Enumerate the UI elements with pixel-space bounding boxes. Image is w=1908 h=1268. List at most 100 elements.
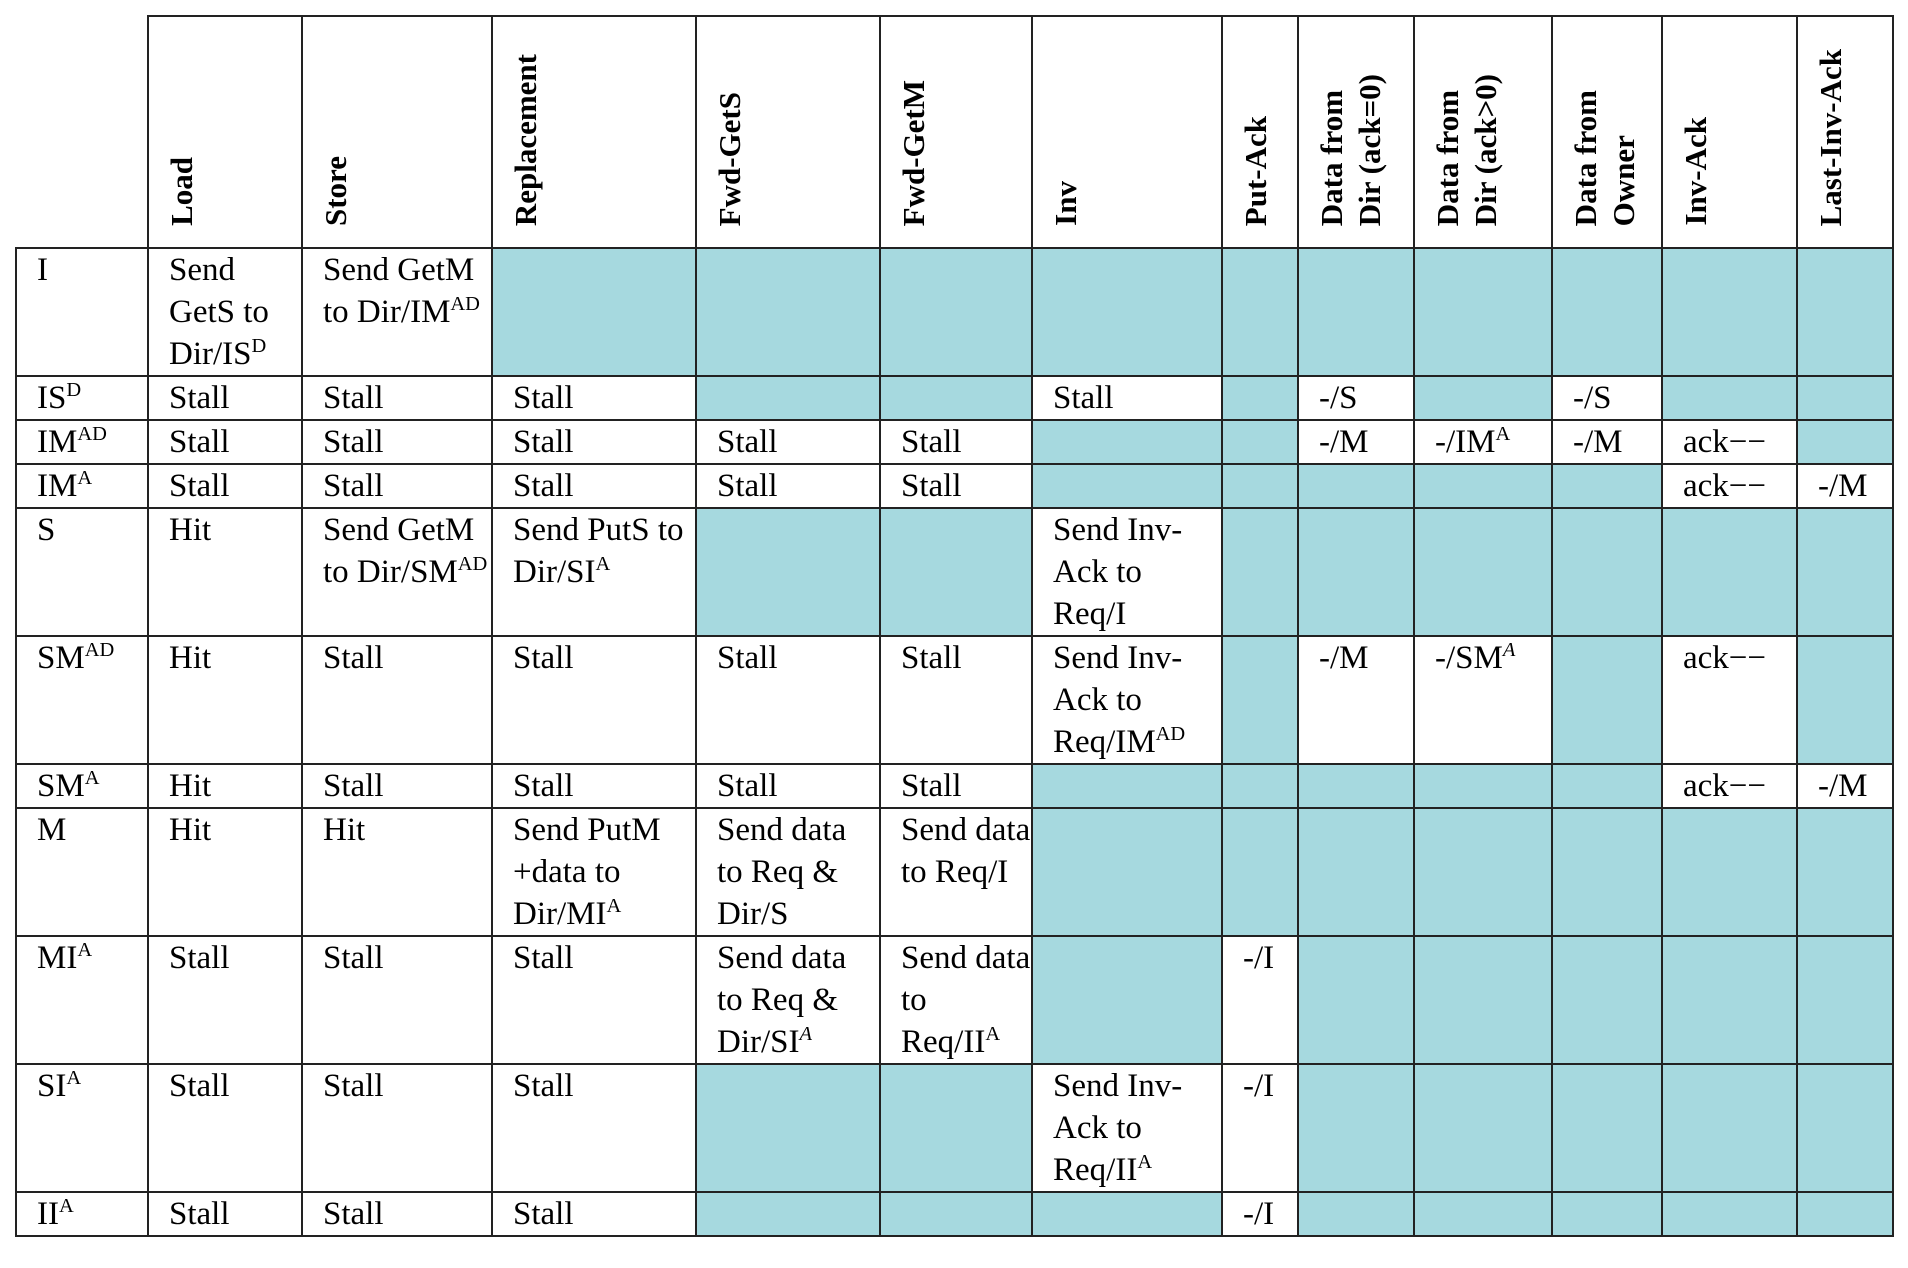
column-header-replacement: Replacement (491, 15, 697, 249)
state-superscript: D (66, 378, 82, 401)
state-label: IIA (15, 1191, 149, 1237)
state-label: I (15, 247, 149, 377)
impossible-cell (1796, 1063, 1894, 1193)
transition-cell: ack−− (1661, 635, 1798, 765)
transition-cell: Stall (491, 935, 697, 1065)
impossible-cell (1221, 807, 1299, 937)
table-row: SIA Stall Stall Stall Send Inv-Ack to Req/II… (15, 1063, 1894, 1193)
column-header-inv: Inv (1031, 15, 1223, 249)
transition-cell: -/SMA (1413, 635, 1553, 765)
impossible-cell (1031, 807, 1223, 937)
transition-cell: Stall (491, 463, 697, 509)
transition-cell: ack−− (1661, 763, 1798, 809)
transition-cell: Send PutM +data to Dir/MIA (491, 807, 697, 937)
impossible-cell (1221, 419, 1299, 465)
transition-cell: Stall (301, 375, 493, 421)
transition-cell: Stall (491, 635, 697, 765)
column-header-fwd-getm: Fwd-GetM (879, 15, 1033, 249)
table-row: IMAD Stall Stall Stall Stall Stall -/M -/IMA -/M… (15, 419, 1894, 465)
column-header-last-inv-ack: Last-Inv-Ack (1796, 15, 1894, 249)
impossible-cell (879, 1063, 1033, 1193)
impossible-cell (1297, 507, 1415, 637)
impossible-cell (1413, 935, 1553, 1065)
transition-cell: ack−− (1661, 419, 1798, 465)
state-superscript: AD (1155, 722, 1186, 745)
column-header-data-dir-ack0: Data from Dir (ack=0) (1297, 15, 1415, 249)
impossible-cell (1221, 507, 1299, 637)
table-row: SMAD Hit Stall Stall Stall Stall Send Inv-Ack … (15, 635, 1894, 765)
transition-cell: Hit (147, 807, 303, 937)
transition-cell: Stall (301, 935, 493, 1065)
impossible-cell (1297, 463, 1415, 509)
state-superscript: A (58, 1194, 74, 1217)
state-superscript: A (84, 766, 100, 789)
state-superscript: A (66, 1066, 82, 1089)
column-header-store: Store (301, 15, 493, 249)
impossible-cell (1551, 763, 1663, 809)
impossible-cell (695, 1063, 881, 1193)
corner-cell (16, 16, 149, 249)
transition-cell: Stall (491, 1191, 697, 1237)
impossible-cell (1413, 763, 1553, 809)
impossible-cell (879, 507, 1033, 637)
impossible-cell (1661, 1063, 1798, 1193)
transition-cell: -/I (1221, 935, 1299, 1065)
impossible-cell (1297, 763, 1415, 809)
transition-cell: Stall (695, 635, 881, 765)
state-superscript: AD (457, 552, 488, 575)
transition-cell: Stall (491, 419, 697, 465)
transition-cell: ack−− (1661, 463, 1798, 509)
impossible-cell (1796, 807, 1894, 937)
transition-cell: Hit (147, 507, 303, 637)
impossible-cell (1221, 375, 1299, 421)
impossible-cell (695, 247, 881, 377)
impossible-cell (1551, 1191, 1663, 1237)
transition-cell: Stall (147, 463, 303, 509)
transition-cell: Send Inv-Ack to Req/I (1031, 507, 1223, 637)
impossible-cell (1413, 1063, 1553, 1193)
impossible-cell (1796, 375, 1894, 421)
transition-cell: Hit (147, 763, 303, 809)
transition-cell: Stall (879, 419, 1033, 465)
impossible-cell (1551, 247, 1663, 377)
transition-cell: -/S (1297, 375, 1415, 421)
state-superscript: A (985, 1022, 1001, 1045)
transition-cell: Stall (147, 375, 303, 421)
impossible-cell (1297, 1191, 1415, 1237)
column-header-put-ack: Put-Ack (1221, 15, 1299, 249)
state-label: M (15, 807, 149, 937)
transition-cell: Stall (491, 375, 697, 421)
state-label: SMA (15, 763, 149, 809)
impossible-cell (1221, 763, 1299, 809)
impossible-cell (1796, 935, 1894, 1065)
transition-cell: Stall (491, 1063, 697, 1193)
table-row: MIA Stall Stall Stall Send data to Req & Dir… (15, 935, 1894, 1065)
transition-cell: Send data to Req/I (879, 807, 1033, 937)
impossible-cell (1297, 935, 1415, 1065)
column-header-data-owner: Data from Owner (1551, 15, 1663, 249)
transition-cell: Stall (301, 635, 493, 765)
transition-cell: Send PutS to Dir/SIA (491, 507, 697, 637)
impossible-cell (695, 1191, 881, 1237)
transition-cell: -/M (1796, 463, 1894, 509)
state-label: SMAD (15, 635, 149, 765)
impossible-cell (1796, 507, 1894, 637)
column-header-fwd-gets: Fwd-GetS (695, 15, 881, 249)
impossible-cell (1297, 1063, 1415, 1193)
transition-cell: Stall (301, 1191, 493, 1237)
state-superscript: AD (84, 638, 115, 661)
impossible-cell (695, 507, 881, 637)
transition-cell: -/M (1297, 419, 1415, 465)
transition-cell: -/I (1221, 1063, 1299, 1193)
impossible-cell (1031, 763, 1223, 809)
impossible-cell (1661, 935, 1798, 1065)
state-superscript: AD (450, 292, 480, 315)
transition-cell: Stall (147, 1191, 303, 1237)
transition-cell: -/M (1796, 763, 1894, 809)
impossible-cell (1031, 463, 1223, 509)
impossible-cell (1661, 807, 1798, 937)
table-row: I Send GetS to Dir/ISD Send GetM to Dir/IM… (15, 247, 1894, 377)
state-superscript: A (77, 938, 93, 961)
impossible-cell (879, 375, 1033, 421)
transition-cell: Stall (301, 763, 493, 809)
